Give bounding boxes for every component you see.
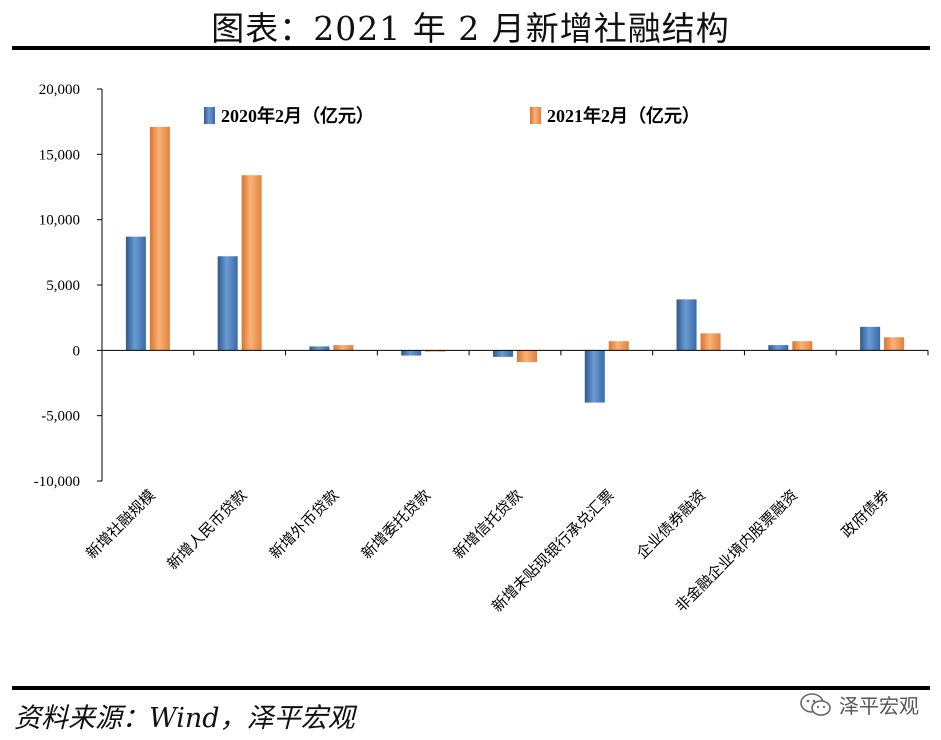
bar-2021-2 (333, 345, 354, 351)
y-tick-label: 20,000 (39, 82, 80, 98)
bar-2020-5 (584, 350, 605, 403)
source-note: 资料来源：Wind，泽平宏观 (14, 703, 355, 734)
bar-chart: -10,000 -5,000 0 5,000 10,000 15,000 20,000 新增… (34, 82, 929, 616)
y-tick-label: -10,000 (34, 474, 80, 490)
legend: 2020年2月（亿元） 2021年2月（亿元） (204, 105, 700, 126)
bar-2020-0 (125, 236, 146, 351)
bar-2020-8 (860, 326, 881, 351)
legend-label-1: 2021年2月（亿元） (547, 105, 700, 126)
bar-2021-8 (884, 337, 905, 351)
y-tick-label: -5,000 (41, 409, 80, 425)
top-divider (12, 46, 930, 50)
y-tick-label: 5,000 (46, 278, 80, 294)
watermark-text: 泽平宏观 (839, 694, 919, 718)
y-tick-label: 10,000 (39, 213, 80, 229)
legend-label-0: 2020年2月（亿元） (221, 105, 374, 126)
bottom-divider (12, 686, 930, 690)
watermark: 泽平宏观 (799, 690, 919, 719)
y-tick-label: 0 (73, 343, 81, 359)
x-category-label: 新增外币贷款 (266, 486, 342, 562)
x-category-label: 新增委托贷款 (358, 486, 434, 562)
bar-2020-3 (401, 350, 422, 356)
x-category-label: 新增人民币贷款 (164, 486, 251, 573)
wechat-icon (800, 692, 831, 716)
legend-swatch-1 (530, 107, 541, 124)
bar-2020-7 (768, 345, 789, 351)
page-title: 图表：2021 年 2 月新增社融结构 (211, 9, 730, 48)
bar-2020-6 (676, 299, 697, 351)
bar-2021-0 (149, 126, 170, 351)
x-category-label: 企业债券融资 (633, 486, 709, 562)
bar-2021-3 (425, 350, 446, 352)
bar-2021-4 (517, 350, 537, 363)
bar-2021-6 (700, 333, 721, 351)
bar-2021-1 (241, 175, 262, 351)
y-axis: -10,000 -5,000 0 5,000 10,000 15,000 20,000 (34, 82, 103, 490)
bar-2020-2 (309, 346, 330, 351)
bar-2021-5 (608, 341, 629, 351)
bar-2021-7 (792, 341, 813, 351)
x-category-label: 政府债券 (838, 486, 893, 541)
bars (125, 126, 905, 403)
bar-2020-4 (493, 350, 513, 357)
x-axis: 新增社融规模 新增人民币贷款 新增外币贷款 新增委托贷款 新增信托贷款新增未贴现银行承兑… (82, 349, 929, 616)
x-category-label: 新增社融规模 (82, 486, 158, 562)
bar-2020-1 (217, 256, 238, 351)
legend-swatch-0 (204, 107, 215, 124)
x-category-label: 新增信托贷款 (449, 486, 525, 562)
y-tick-label: 15,000 (39, 147, 80, 163)
